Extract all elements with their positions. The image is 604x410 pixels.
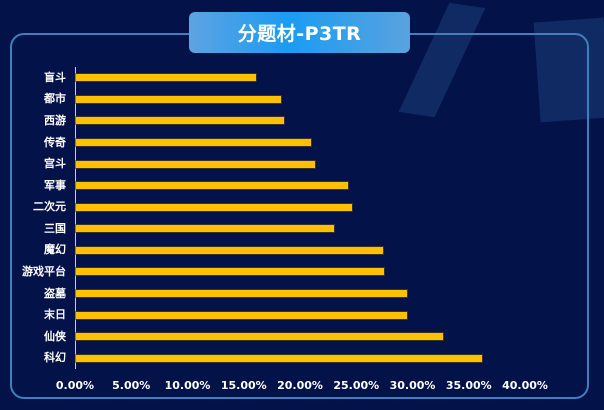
category-label: 军事 xyxy=(44,178,66,192)
bar xyxy=(76,246,384,254)
x-tick-label: 35.00% xyxy=(445,379,492,392)
chart-title-banner: 分题材-P3TR xyxy=(189,12,410,53)
bar xyxy=(76,333,443,341)
x-tick-label: 25.00% xyxy=(333,379,380,392)
category-label: 游戏平台 xyxy=(22,264,66,278)
category-label: 传奇 xyxy=(44,135,66,149)
x-tick-label: 30.00% xyxy=(389,379,436,392)
bar xyxy=(76,139,312,146)
category-label: 宫斗 xyxy=(44,157,66,171)
category-label: 盗墓 xyxy=(44,286,66,300)
chart-title: 分题材-P3TR xyxy=(237,23,362,45)
category-label: 二次元 xyxy=(33,200,66,214)
bar xyxy=(76,311,407,319)
category-label: 盲斗 xyxy=(44,70,66,84)
bar xyxy=(76,74,256,82)
bar xyxy=(76,354,483,362)
bar xyxy=(76,268,385,276)
category-label: 仙侠 xyxy=(44,329,66,343)
x-tick-label: 20.00% xyxy=(277,379,323,392)
y-axis-line xyxy=(75,67,76,369)
x-tick-label: 0.00% xyxy=(55,379,95,392)
category-label: 科幻 xyxy=(44,351,66,365)
bar xyxy=(76,95,281,103)
x-tick-label: 5.00% xyxy=(112,379,151,392)
x-tick-label: 40.00% xyxy=(502,379,548,392)
bar xyxy=(76,182,349,190)
bar xyxy=(76,160,315,168)
category-label: 末日 xyxy=(44,308,66,322)
category-label: 西游 xyxy=(44,113,66,127)
category-label: 魔幻 xyxy=(44,243,66,257)
bar xyxy=(76,225,334,233)
x-tick-label: 15.00% xyxy=(220,379,267,392)
category-label: 三国 xyxy=(44,221,66,235)
bar xyxy=(76,203,352,211)
bar xyxy=(76,117,285,125)
category-label: 都市 xyxy=(44,92,66,106)
bar xyxy=(76,290,407,297)
x-tick-label: 10.00% xyxy=(164,379,211,392)
